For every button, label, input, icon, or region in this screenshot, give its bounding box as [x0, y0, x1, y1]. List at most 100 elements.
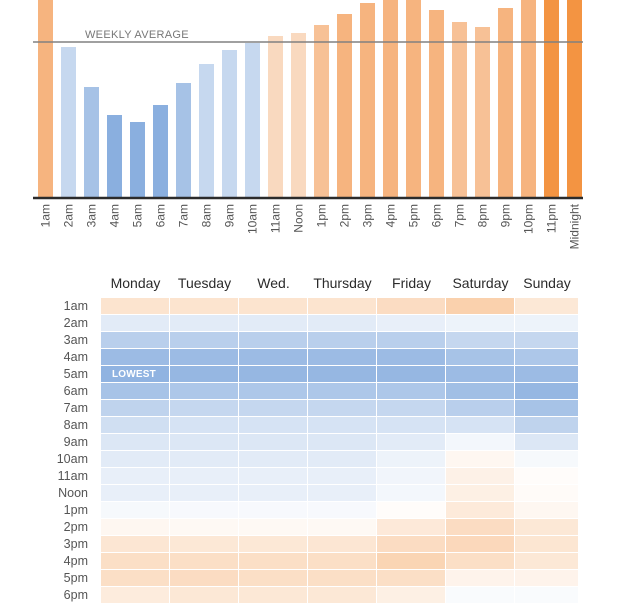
- heatmap-cell: [377, 553, 445, 569]
- day-header-wed: Wed.: [257, 275, 290, 291]
- bar-6pm: [429, 10, 444, 198]
- heatmap-cell: [308, 400, 376, 416]
- heatmap-cell: [446, 451, 514, 467]
- heatmap-cell: [446, 400, 514, 416]
- x-tick-label: 3am: [85, 204, 99, 227]
- day-header-sunday: Sunday: [523, 275, 571, 291]
- day-header-friday: Friday: [392, 275, 431, 291]
- heatmap-cell: [308, 553, 376, 569]
- day-header-saturday: Saturday: [452, 275, 509, 291]
- heatmap-cell: [377, 366, 445, 382]
- heatmap-cell: [239, 332, 307, 348]
- hour-row-label: Noon: [58, 486, 88, 500]
- hour-row-label: 5pm: [63, 571, 88, 585]
- bar-noon: [291, 33, 306, 198]
- heatmap-cell: [239, 468, 307, 484]
- hour-row-label: 11am: [57, 469, 88, 483]
- heatmap-cell: [377, 485, 445, 501]
- heatmap-cell: [170, 434, 238, 450]
- heatmap-cell: [101, 417, 169, 433]
- heatmap-cell: [170, 502, 238, 518]
- heatmap-cell: [308, 349, 376, 365]
- heatmap-cell: [515, 587, 578, 603]
- heatmap-cell: [308, 315, 376, 331]
- x-tick-label: 1pm: [315, 204, 329, 227]
- bar-1am: [38, 0, 53, 198]
- heatmap-cell: [446, 434, 514, 450]
- heatmap-cell: [239, 451, 307, 467]
- heatmap-cell: [101, 587, 169, 603]
- heatmap-cell: [308, 434, 376, 450]
- heatmap-cell: [515, 502, 578, 518]
- heatmap-cell: [377, 400, 445, 416]
- heatmap-cell: [446, 332, 514, 348]
- heatmap-cell: [101, 468, 169, 484]
- heatmap-cell: [515, 570, 578, 586]
- x-tick-label: 7am: [177, 204, 191, 227]
- x-tick-label: 4am: [108, 204, 122, 227]
- x-tick-label: 8am: [200, 204, 214, 227]
- day-hour-heatmap: Monday Tuesday Wed. Thursday Friday Saturday S…: [0, 265, 620, 603]
- heatmap-cell: [239, 485, 307, 501]
- heatmap-cell: [239, 553, 307, 569]
- bar-11am: [268, 36, 283, 198]
- hour-row-label: 10am: [56, 452, 88, 466]
- heatmap-cell: [515, 383, 578, 399]
- heatmap-cell: [170, 349, 238, 365]
- bar-9am: [222, 50, 237, 198]
- x-tick-label: 11pm: [545, 204, 559, 233]
- heatmap-cell: [308, 485, 376, 501]
- heatmap-cell: [308, 383, 376, 399]
- x-tick-label: Noon: [292, 204, 306, 233]
- x-tick-label: 6am: [154, 204, 168, 227]
- bar-1pm: [314, 25, 329, 198]
- bar-3am: [84, 87, 99, 198]
- heatmap-cell: [377, 315, 445, 331]
- heatmap-cell: [446, 587, 514, 603]
- heatmap-cell: [170, 553, 238, 569]
- x-tick-label: 5am: [131, 204, 145, 227]
- heatmap-cell: [446, 536, 514, 552]
- bar-4pm: [383, 0, 398, 198]
- heatmap-cell: [515, 332, 578, 348]
- x-tick-label: 1am: [39, 204, 53, 227]
- x-tick-label: 7pm: [453, 204, 467, 227]
- x-tick-label: 10am: [246, 204, 260, 234]
- bar-5pm: [406, 0, 421, 198]
- heatmap-cell: [170, 451, 238, 467]
- bar-8am: [199, 64, 214, 198]
- heatmap-cell: [170, 315, 238, 331]
- heatmap-cell: [239, 298, 307, 314]
- heatmap-cell: [446, 417, 514, 433]
- heatmap-cell: [239, 400, 307, 416]
- heatmap-cell: [515, 298, 578, 314]
- hour-row-label: 3am: [63, 333, 88, 347]
- heatmap-cell: [377, 536, 445, 552]
- hour-row-label: 6am: [63, 384, 88, 398]
- bar-7pm: [452, 22, 467, 198]
- hour-row-label: 7am: [63, 401, 88, 415]
- bar-4am: [107, 115, 122, 198]
- hour-row-label: 9am: [63, 435, 88, 449]
- heatmap-cell: [101, 536, 169, 552]
- heatmap-cell: [308, 451, 376, 467]
- bar-7am: [176, 83, 191, 198]
- heatmap-cell: [446, 383, 514, 399]
- x-tick-label: Midnight: [568, 203, 582, 249]
- heatmap-cell: [308, 519, 376, 535]
- bar-10am: [245, 43, 260, 198]
- heatmap-cell: [515, 434, 578, 450]
- heatmap-cell: [239, 587, 307, 603]
- heatmap-cell: [170, 587, 238, 603]
- heatmap-cell: [101, 400, 169, 416]
- hour-row-label: 3pm: [63, 537, 88, 551]
- heatmap-cell: [377, 349, 445, 365]
- bars-group: [38, 0, 582, 198]
- heatmap-cell: [377, 502, 445, 518]
- day-header-thursday: Thursday: [313, 275, 372, 291]
- heatmap-cell: [377, 298, 445, 314]
- heatmap-cell: [515, 400, 578, 416]
- heatmap-cell: [515, 536, 578, 552]
- x-tick-label: 6pm: [430, 204, 444, 227]
- heatmap-cell: [308, 570, 376, 586]
